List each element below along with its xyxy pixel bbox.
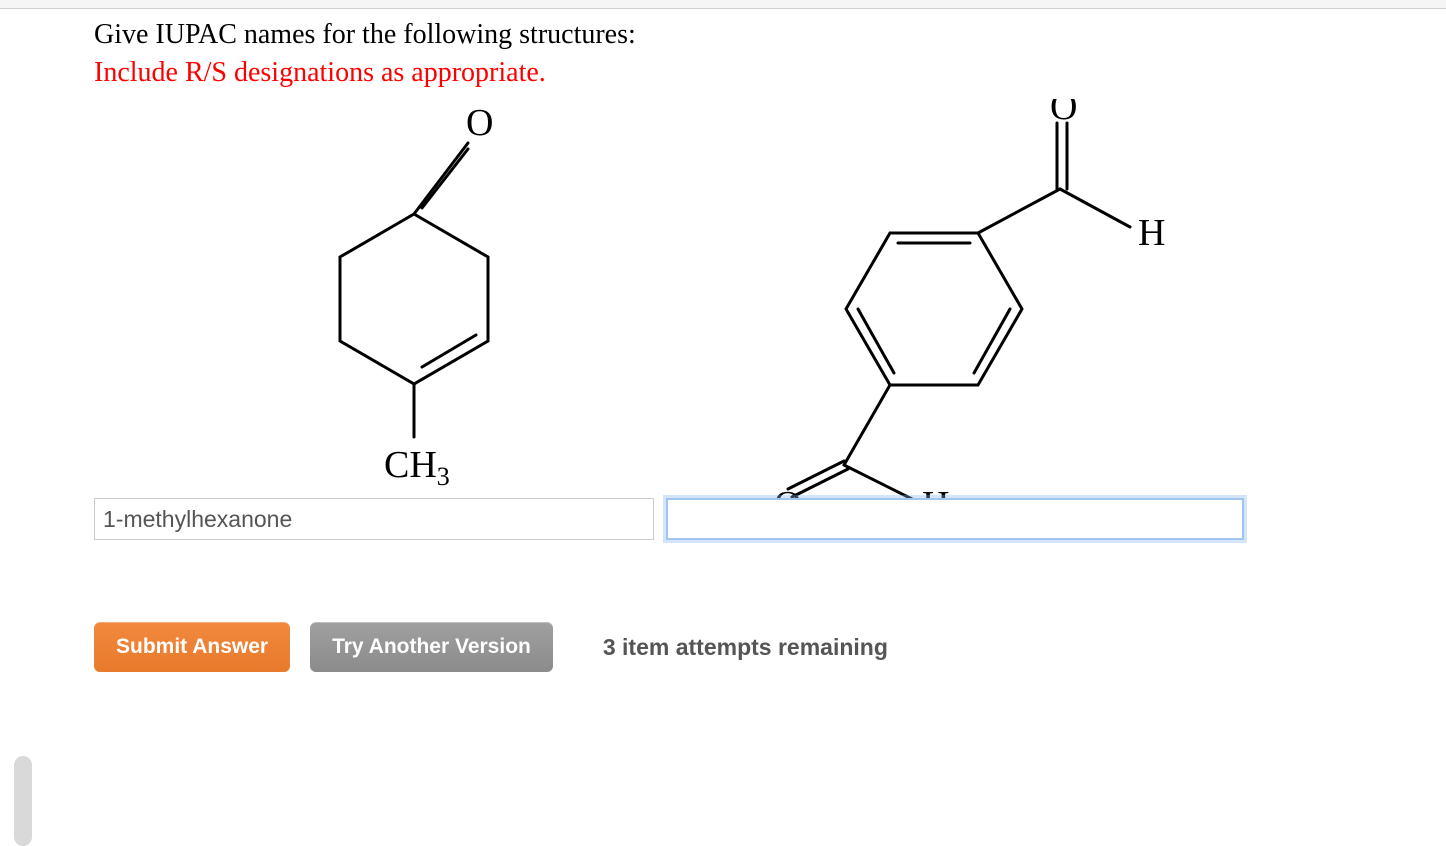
attempts-remaining-text: 3 item attempts remaining [603, 634, 888, 661]
structure-1: O CH3 [264, 99, 564, 499]
submit-answer-button[interactable]: Submit Answer [94, 622, 290, 672]
answer-input-1[interactable] [94, 498, 654, 540]
question-text-line1: Give IUPAC names for the following struc… [94, 18, 1406, 52]
atom-O-label: O [466, 102, 493, 144]
structure-2-svg: O H O H [774, 99, 1214, 519]
page-root: Give IUPAC names for the following struc… [0, 0, 1446, 846]
action-buttons-row: Submit Answer Try Another Version 3 item… [94, 622, 888, 672]
structure-2: O H O H [774, 99, 1214, 519]
question-text-line2: Include R/S designations as appropriate. [94, 56, 1406, 90]
structure-1-svg: O CH3 [264, 99, 564, 499]
atom-H-top-label: H [1138, 212, 1165, 254]
scrollbar-thumb[interactable] [14, 756, 32, 846]
structures-row: O CH3 [94, 99, 1406, 519]
content-area: Give IUPAC names for the following struc… [94, 18, 1406, 519]
atom-CH3-label: CH3 [384, 444, 450, 491]
atom-O-top-label: O [1050, 99, 1077, 128]
answer-inputs-row [94, 498, 1244, 540]
answer-input-2[interactable] [666, 498, 1244, 540]
try-another-version-button[interactable]: Try Another Version [310, 622, 553, 672]
top-border [0, 0, 1446, 9]
